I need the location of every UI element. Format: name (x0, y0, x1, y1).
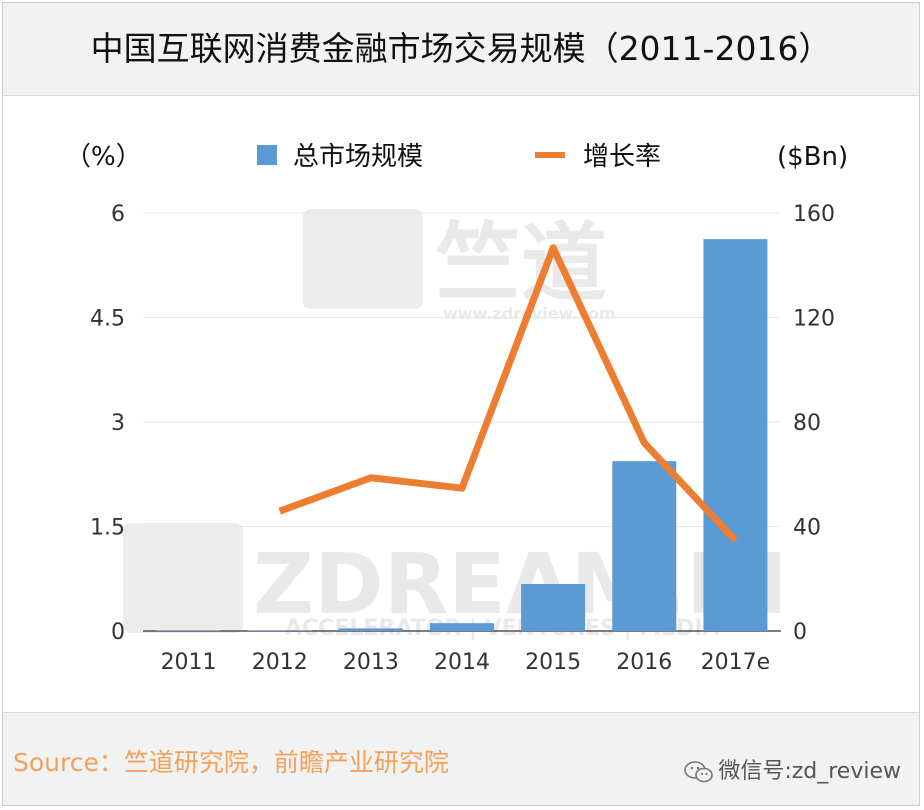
bar (521, 583, 586, 631)
legend: 总市场规模 增长率 (257, 142, 661, 172)
watermark-logo-bottom (123, 523, 243, 633)
growth-line (278, 244, 738, 543)
bar (247, 630, 312, 631)
right-axis-ticks: 0 40 80 120 160 (793, 202, 835, 645)
right-tick-label: 120 (793, 307, 835, 332)
left-tick-label: 4.5 (90, 307, 125, 332)
left-tick-label: 6 (111, 202, 125, 227)
bar (430, 623, 494, 631)
x-tick-label: 2013 (343, 650, 399, 675)
right-tick-label: 40 (793, 516, 821, 541)
x-tick-label: 2014 (434, 650, 490, 675)
legend-bar-swatch (257, 145, 277, 165)
right-tick-label: 160 (793, 202, 835, 227)
growth-line-path (278, 244, 738, 543)
x-axis-ticks: 2011 2012 2013 2014 2015 2016 2017e (161, 650, 771, 675)
watermark-logo-top (303, 209, 423, 309)
legend-line-label: 增长率 (583, 142, 661, 172)
x-tick-label: 2017e (701, 650, 771, 675)
wechat-id: 微信号:zd_review (684, 753, 901, 785)
x-tick-label: 2016 (616, 650, 672, 675)
legend-line-swatch (535, 152, 565, 158)
watermark-top-cn: 竺道 (435, 214, 607, 314)
left-tick-label: 3 (111, 411, 125, 436)
left-axis-unit: （%） (65, 142, 142, 172)
wechat-text: 微信号:zd_review (718, 759, 901, 784)
left-tick-label: 0 (111, 620, 125, 645)
left-tick-label: 1.5 (90, 516, 125, 541)
left-axis-ticks: 0 1.5 3 4.5 6 (90, 202, 125, 645)
header: 中国互联网消费金融市场交易规模（2011-2016） (3, 3, 919, 96)
wechat-icon (684, 761, 714, 783)
bar (156, 630, 221, 631)
right-tick-label: 0 (793, 620, 807, 645)
bar (703, 239, 768, 631)
x-tick-label: 2012 (252, 650, 308, 675)
footer: Source：竺道研究院，前瞻产业研究院 微信号:zd_review (3, 712, 919, 805)
legend-bar-label: 总市场规模 (293, 142, 423, 172)
right-axis-unit: ($Bn) (777, 142, 848, 172)
x-tick-label: 2015 (525, 650, 581, 675)
x-tick-label: 2011 (161, 650, 217, 675)
watermark-bottom: ZDREAM.IN ACCELERATOR | VENTURES | MEDIA (123, 523, 788, 641)
bar (612, 461, 677, 631)
bar (338, 628, 403, 631)
chart: 竺道 www.zdreview.com ZDREAM.IN ACCELERATO… (65, 142, 848, 675)
watermark-bottom-brand: ZDREAM.IN (253, 535, 788, 633)
bars (156, 239, 768, 631)
watermark-top: 竺道 www.zdreview.com (303, 209, 616, 323)
source-text: Source：竺道研究院，前瞻产业研究院 (13, 748, 449, 777)
right-tick-label: 80 (793, 411, 821, 436)
page-title: 中国互联网消费金融市场交易规模（2011-2016） (90, 29, 832, 68)
